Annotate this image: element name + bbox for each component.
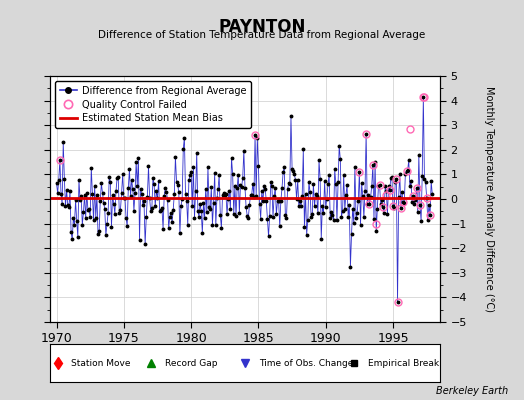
Text: Time of Obs. Change: Time of Obs. Change	[259, 358, 353, 368]
Text: Difference of Station Temperature Data from Regional Average: Difference of Station Temperature Data f…	[99, 30, 425, 40]
Text: PAYNTON: PAYNTON	[219, 18, 305, 36]
Text: Berkeley Earth: Berkeley Earth	[436, 386, 508, 396]
Text: Empirical Break: Empirical Break	[368, 358, 439, 368]
Text: Record Gap: Record Gap	[165, 358, 217, 368]
Text: Station Move: Station Move	[71, 358, 131, 368]
Legend: Difference from Regional Average, Quality Control Failed, Estimated Station Mean: Difference from Regional Average, Qualit…	[54, 81, 251, 128]
Y-axis label: Monthly Temperature Anomaly Difference (°C): Monthly Temperature Anomaly Difference (…	[484, 86, 494, 312]
